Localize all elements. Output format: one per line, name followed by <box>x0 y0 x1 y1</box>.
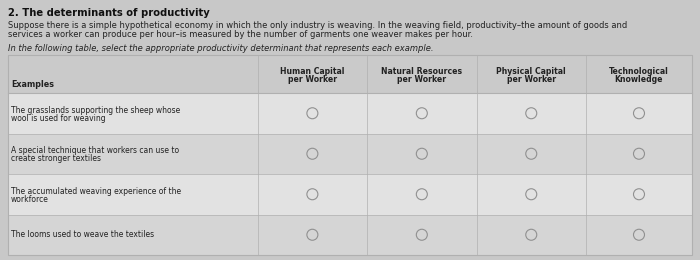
Text: per Worker: per Worker <box>398 75 447 84</box>
Bar <box>8 214 692 255</box>
FancyBboxPatch shape <box>8 55 692 93</box>
Text: Human Capital: Human Capital <box>280 68 344 76</box>
Text: The looms used to weave the textiles: The looms used to weave the textiles <box>11 230 154 239</box>
Text: Technological: Technological <box>609 68 669 76</box>
Text: The grasslands supporting the sheep whose: The grasslands supporting the sheep whos… <box>11 106 181 115</box>
Bar <box>8 174 692 214</box>
Text: Examples: Examples <box>11 80 54 89</box>
Text: wool is used for weaving: wool is used for weaving <box>11 114 106 123</box>
Bar <box>8 55 692 255</box>
Text: Natural Resources: Natural Resources <box>382 68 463 76</box>
Text: The accumulated weaving experience of the: The accumulated weaving experience of th… <box>11 187 181 196</box>
Text: Knowledge: Knowledge <box>615 75 663 84</box>
Text: create stronger textiles: create stronger textiles <box>11 154 101 163</box>
Text: 2. The determinants of productivity: 2. The determinants of productivity <box>8 8 210 18</box>
Text: In the following table, select the appropriate productivity determinant that rep: In the following table, select the appro… <box>8 44 433 53</box>
Text: services a worker can produce per hour–is measured by the number of garments one: services a worker can produce per hour–i… <box>8 30 473 39</box>
Text: workforce: workforce <box>11 195 49 204</box>
Text: A special technique that workers can use to: A special technique that workers can use… <box>11 146 179 155</box>
Text: per Worker: per Worker <box>288 75 337 84</box>
Bar <box>8 133 692 174</box>
Text: per Worker: per Worker <box>507 75 556 84</box>
Text: Physical Capital: Physical Capital <box>496 68 566 76</box>
Bar <box>8 93 692 133</box>
Text: Suppose there is a simple hypothetical economy in which the only industry is wea: Suppose there is a simple hypothetical e… <box>8 21 627 30</box>
